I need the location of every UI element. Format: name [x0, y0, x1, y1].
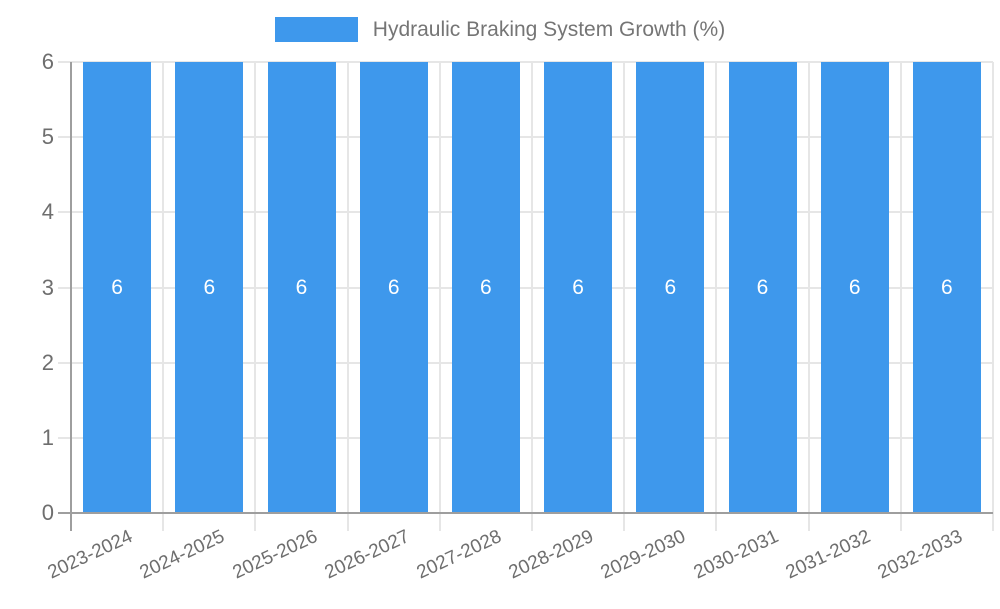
bar-2031-2032[interactable]: 6 [820, 62, 889, 513]
bar-value-label: 6 [480, 275, 492, 299]
x-gridline [992, 62, 994, 531]
bar-2030-2031[interactable]: 6 [728, 62, 797, 513]
x-gridline [162, 62, 165, 531]
y-axis-tick-label: 2 [41, 349, 54, 375]
bar-value-label: 6 [111, 275, 123, 299]
bar-2027-2028[interactable]: 6 [451, 62, 520, 513]
x-gridline [807, 62, 810, 531]
y-axis-tick-label: 6 [41, 49, 54, 74]
bar-value-label: 6 [387, 275, 400, 299]
legend-swatch [274, 17, 358, 42]
y-gridline [58, 61, 993, 63]
y-gridline [58, 136, 993, 139]
y-gridline [58, 286, 993, 289]
chart-legend[interactable]: Hydraulic Braking System Growth (%) [0, 17, 1000, 42]
y-gridline [58, 436, 993, 439]
bar-value-label: 6 [203, 275, 216, 299]
x-gridline [438, 62, 441, 531]
y-gridline [58, 361, 993, 364]
y-axis-tick-label: 0 [41, 500, 54, 525]
bar-value-label: 6 [756, 275, 769, 299]
bar-value-label: 6 [941, 275, 953, 299]
y-gridline [58, 211, 993, 214]
plot-area: 0 1 2 3 4 5 6 6 2023-2024 6 2024-2025 6 2025-2026 6 20… [42, 51, 994, 583]
bar-value-label: 6 [848, 275, 861, 299]
bar-2029-2030[interactable]: 6 [636, 62, 705, 513]
bar-2028-2029[interactable]: 6 [544, 62, 613, 513]
y-axis-tick-label: 1 [41, 424, 54, 450]
legend-label: Hydraulic Braking System Growth (%) [372, 17, 726, 41]
bar-2032-2033[interactable]: 6 [912, 62, 981, 513]
bar-2024-2025[interactable]: 6 [175, 62, 244, 513]
y-axis-tick-label: 4 [41, 199, 54, 225]
y-axis-tick-label: 3 [41, 274, 54, 300]
bar-2023-2024[interactable]: 6 [83, 62, 152, 513]
bar-2025-2026[interactable]: 6 [267, 62, 336, 513]
x-gridline [346, 62, 349, 531]
y-axis-tick-label: 5 [41, 124, 54, 150]
y-axis-line [70, 62, 72, 531]
bar-2026-2027[interactable]: 6 [359, 62, 428, 513]
x-axis-line [58, 512, 993, 514]
x-gridline [715, 62, 718, 531]
x-gridline [254, 62, 257, 531]
bar-value-label: 6 [295, 275, 308, 299]
bar-value-label: 6 [664, 275, 677, 299]
bar-value-label: 6 [572, 275, 584, 299]
x-gridline [623, 62, 626, 531]
x-gridline [899, 62, 902, 531]
x-gridline [531, 62, 533, 531]
